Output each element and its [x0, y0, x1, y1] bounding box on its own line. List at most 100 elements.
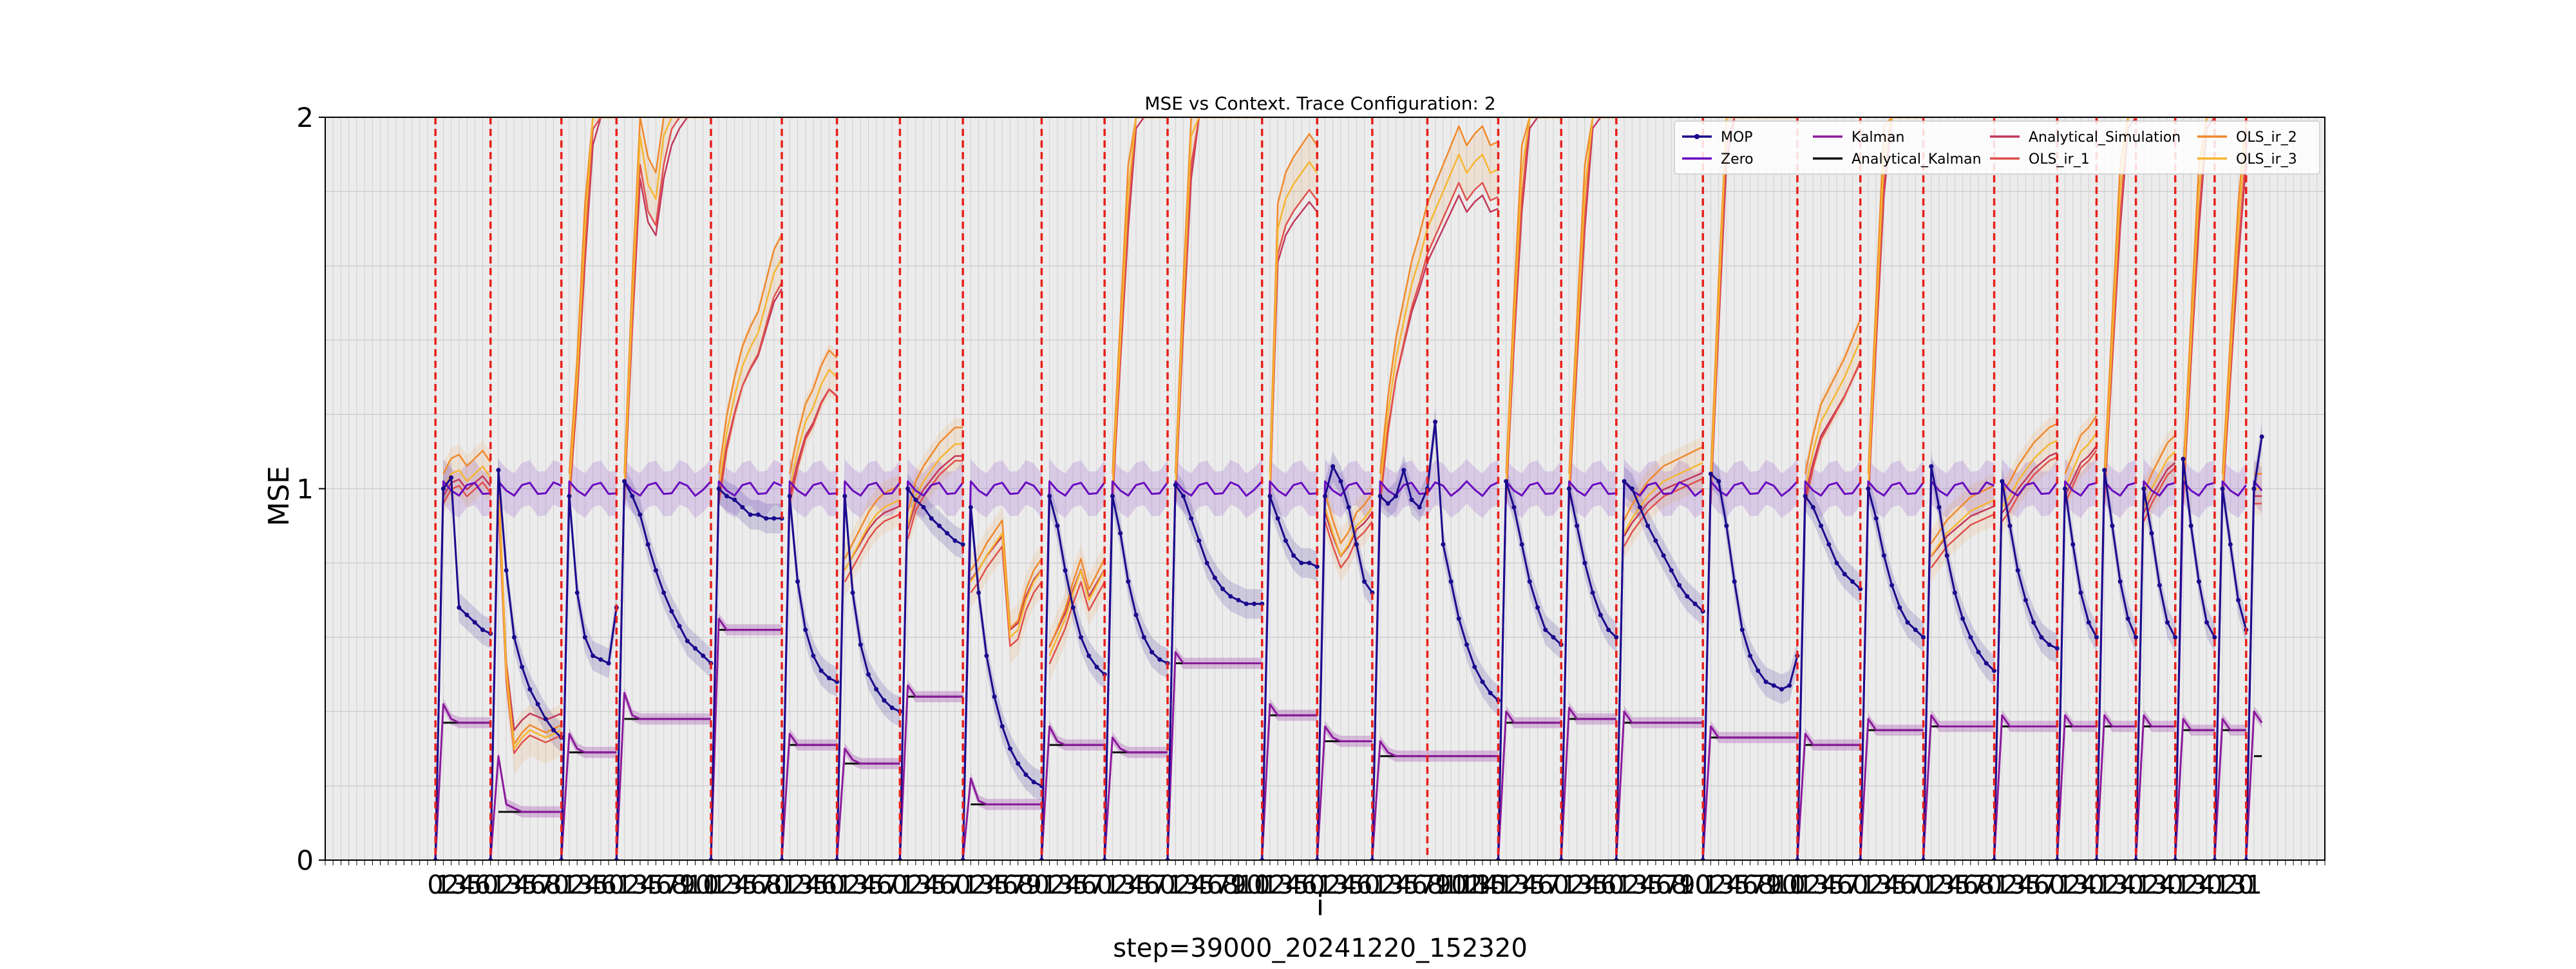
series-ols-ir-1	[717, 282, 783, 504]
series-kalman	[961, 777, 1042, 860]
x-tick-label: 5	[1593, 870, 1609, 900]
mop-marker	[1960, 616, 1965, 621]
x-tick-label: 1	[1797, 870, 1813, 900]
x-tick-label: 6	[1144, 870, 1160, 900]
mop-marker	[661, 590, 667, 595]
mop-marker	[1070, 605, 1075, 610]
x-tick-label: 0	[1159, 870, 1175, 900]
series-ols-ir-3	[1867, 117, 1924, 489]
x-tick-label: 4	[1726, 870, 1742, 900]
zero-band	[2246, 459, 2262, 860]
mop-marker	[1748, 653, 1753, 658]
mop-marker	[1834, 561, 1839, 566]
series-ols-ir-1	[1623, 477, 1703, 547]
zero-band	[2214, 459, 2246, 860]
x-tick-label: 3	[1939, 870, 1955, 900]
zero-band	[435, 459, 491, 860]
x-tick-label: 1	[1262, 870, 1278, 900]
mop-marker	[874, 687, 879, 692]
mop-marker	[1008, 746, 1013, 751]
ols-band	[443, 440, 491, 515]
kalman-band	[971, 772, 1042, 811]
x-tick-label: 1	[2057, 870, 2073, 900]
zero-band	[1168, 459, 1262, 860]
x-tick-label: 2	[1805, 870, 1821, 900]
mop-marker	[669, 609, 674, 614]
x-tick-label: 3	[577, 870, 593, 900]
series-kalman	[1993, 714, 2058, 860]
series-ols-ir-2	[1568, 117, 1616, 474]
x-tick-label: 6	[939, 870, 955, 900]
series-ols-ir-1	[2182, 117, 2215, 504]
mop-marker	[1984, 660, 1989, 666]
series-kalman	[710, 617, 782, 860]
x-tick-label: 3	[853, 870, 869, 900]
x-tick-label: 4	[860, 870, 876, 900]
series-ols-ir-3	[1623, 461, 1703, 534]
series-zero	[1859, 480, 1924, 860]
series-ols-ir-1	[1324, 521, 1373, 569]
x-tick-label: 0	[1254, 870, 1270, 900]
x-tick-label: 7	[947, 870, 963, 900]
mop-marker	[1992, 668, 1997, 673]
series-ols-ir-2	[970, 519, 1043, 629]
series-kalman	[2245, 710, 2263, 860]
legend-label: Zero	[1721, 151, 1754, 168]
mop-marker	[2070, 542, 2076, 547]
mop-marker	[1771, 683, 1776, 688]
x-tick-label: 3	[978, 870, 994, 900]
x-tick-label: 6	[1207, 870, 1223, 900]
mop-marker	[551, 727, 556, 733]
x-tick-label: 6	[1962, 870, 1978, 900]
mop-marker	[677, 624, 682, 629]
x-tick-label: 10	[679, 870, 712, 900]
x-tick-label: 3	[1632, 870, 1648, 900]
mop-marker	[1590, 590, 1595, 595]
mop-marker	[976, 590, 981, 595]
x-tick-label: 9	[1435, 870, 1451, 900]
series-zero	[710, 480, 782, 860]
x-tick-label: 6	[876, 870, 892, 900]
mop-marker	[1228, 594, 1233, 599]
mop-marker	[1661, 553, 1666, 558]
legend-label: MOP	[1721, 130, 1753, 146]
x-tick-label: 1	[1317, 870, 1333, 900]
mop-marker	[574, 590, 580, 595]
series-ols-ir-3	[2064, 432, 2098, 489]
mop-marker	[1637, 504, 1642, 510]
mop-marker	[811, 653, 816, 658]
series-ols-ir-2	[1505, 117, 1562, 474]
legend-label: OLS_ir_1	[2029, 151, 2090, 168]
x-tick-label: 0	[829, 870, 845, 900]
x-tick-label: 14	[1466, 870, 1499, 900]
x-tick-label: 6	[1600, 870, 1616, 900]
series-ols-ir-3	[907, 443, 963, 526]
mop-marker	[2220, 486, 2225, 491]
x-tick-label: 1	[490, 870, 506, 900]
mop-marker	[921, 504, 926, 510]
x-tick-label: 0	[1096, 870, 1112, 900]
series-ols-ir-2	[1324, 492, 1373, 544]
series-zero	[434, 480, 491, 860]
zero-band	[2175, 459, 2215, 860]
series-zero	[781, 480, 837, 860]
x-tick-label: 5	[1349, 870, 1365, 900]
mop-marker	[1079, 635, 1084, 640]
x-tick-label: 2	[790, 870, 806, 900]
mop-marker	[968, 504, 973, 510]
series-ols-ir-1	[788, 389, 838, 504]
x-tick-label: 3	[632, 870, 648, 900]
mop-marker	[1244, 601, 1249, 606]
x-tick-label: 1	[1168, 870, 1184, 900]
mop-marker	[716, 486, 721, 491]
mop-marker	[504, 568, 509, 573]
x-tick-label: 1	[2214, 870, 2230, 900]
x-tick-label: 4	[1640, 870, 1656, 900]
mop-marker	[1251, 601, 1256, 606]
x-tick-label: 4	[2199, 870, 2215, 900]
mop-marker	[1346, 504, 1351, 510]
series-kalman	[781, 733, 837, 860]
x-tick-label: 1	[1561, 870, 1577, 900]
x-tick-label: 5	[467, 870, 483, 900]
